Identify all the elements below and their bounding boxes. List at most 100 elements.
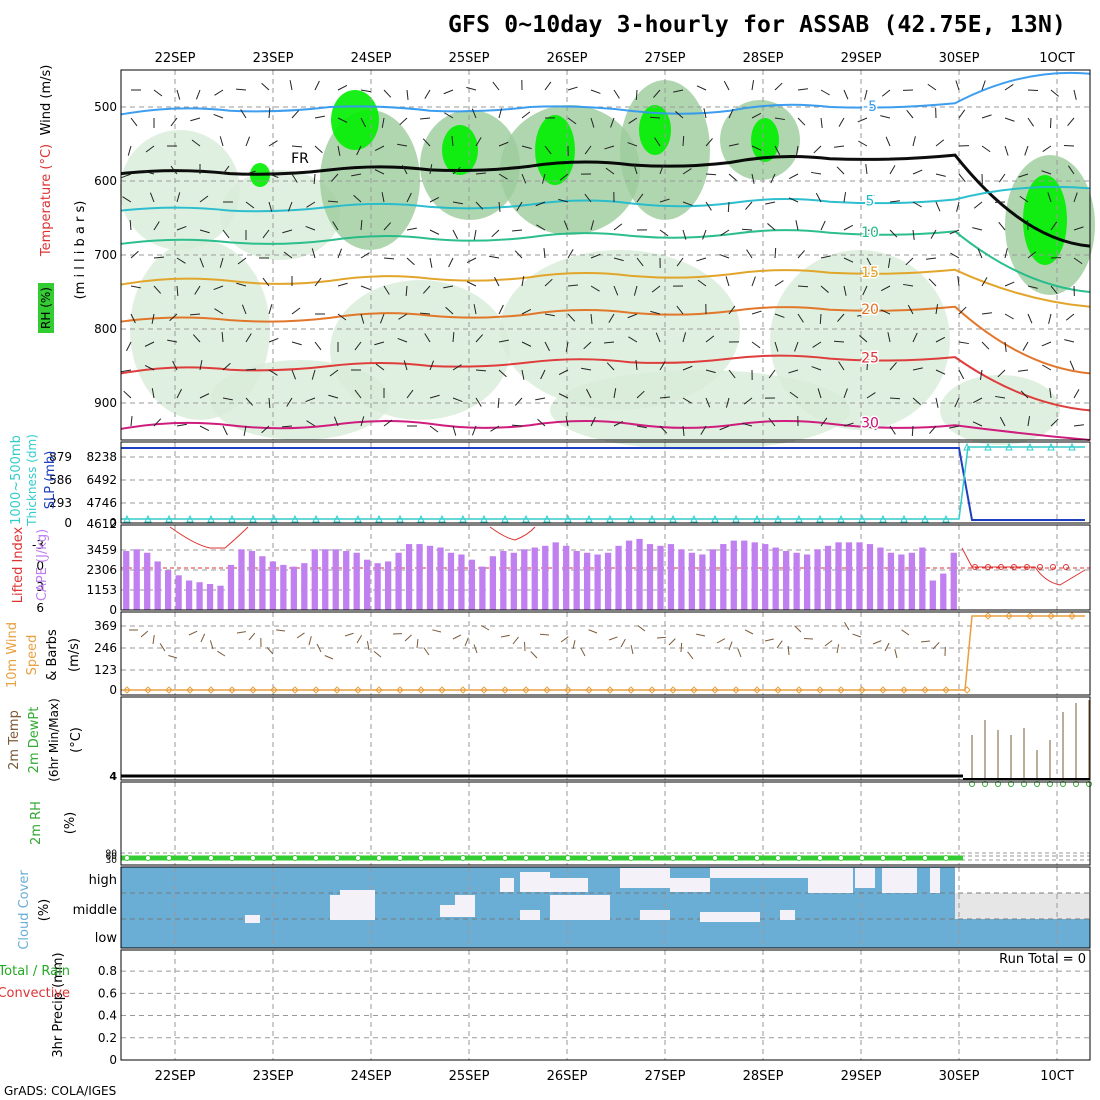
wind-barb [912, 201, 922, 208]
wind-barb-10m [836, 644, 840, 654]
wind-barb [129, 219, 132, 231]
thickness-marker [711, 514, 719, 523]
rh2m-marker [691, 855, 697, 861]
wind-barb [406, 227, 417, 231]
wind-barb-10m [356, 635, 363, 644]
wind-barb [121, 173, 132, 179]
thickness-marker [816, 514, 824, 523]
wind-barb [243, 425, 247, 436]
isotherm-label-15: 15 [861, 265, 879, 281]
date-label-bottom: 10CT [1040, 1069, 1074, 1084]
precip-tick-label: 0.6 [98, 986, 117, 1000]
wind-tick-label: 369 [94, 619, 117, 633]
wind-barb [981, 277, 988, 287]
wind-barb [305, 397, 316, 403]
wind-barb [327, 200, 339, 203]
wind-barb [981, 114, 992, 119]
panel-frame-cloud [120, 866, 1091, 949]
wind-barb [397, 337, 408, 343]
wind-barb [719, 425, 730, 431]
wind-barb [466, 86, 477, 91]
cape-bar [206, 583, 214, 610]
wind-barb [889, 200, 900, 203]
wind-barb-10m [764, 638, 774, 642]
wind-barb [935, 201, 941, 212]
wind-barb [1004, 281, 1015, 287]
date-label-bottom: 25SEP [449, 1069, 490, 1084]
rh2m-marker [376, 855, 382, 861]
wind-barb [811, 366, 822, 371]
wind-barb [213, 285, 224, 291]
wind-barb [544, 313, 555, 317]
wind-barb [466, 257, 477, 263]
wind-barb [558, 198, 569, 203]
wind-barb [1022, 341, 1029, 351]
wind-barb [728, 108, 734, 119]
wind-barb [949, 425, 960, 429]
thickness-marker [1005, 442, 1013, 451]
wind-barb [613, 89, 620, 99]
wind-barb [222, 229, 230, 239]
rh2m-marker [775, 855, 781, 861]
cape-bar [364, 559, 371, 610]
cape-bar [280, 564, 287, 610]
wind-barb [705, 369, 716, 374]
thickness-marker [501, 514, 509, 523]
isotherm-label-FR: FR [291, 151, 309, 167]
wind-barb [282, 229, 293, 234]
wind-barb [514, 250, 523, 259]
wind-barb [475, 172, 486, 175]
wind-barb [422, 138, 431, 147]
wind-speed-marker [144, 686, 152, 694]
cape-bar [866, 544, 874, 610]
wind-barb [751, 80, 755, 91]
date-label-top: 25SEP [449, 51, 490, 66]
wind-barb [725, 397, 730, 408]
wind-barb [559, 173, 569, 181]
wind-barb [498, 304, 504, 315]
temp2m-tick-label: 4 [109, 770, 117, 783]
thickness-marker [585, 514, 593, 523]
date-label-top: 26SEP [547, 51, 588, 66]
cloud-low-late [955, 919, 1090, 948]
wind-barb [313, 173, 316, 185]
wind-barb [889, 425, 896, 435]
wind-speed-marker [753, 686, 761, 694]
wind-barb [405, 285, 408, 297]
wind-barb [605, 167, 615, 175]
date-label-bottom: 30SEP [939, 1069, 980, 1084]
wind-barb [889, 397, 901, 400]
wind-speed-marker [291, 686, 299, 694]
wind-barb [172, 360, 178, 371]
wind-barb [820, 255, 831, 259]
cloud-clear-mid [955, 893, 1090, 919]
wind-barb-10m [794, 625, 802, 633]
wind-barb [887, 332, 891, 343]
wind-barb [857, 313, 868, 317]
wind-barb [995, 395, 1006, 399]
wind-speed-marker [900, 686, 908, 694]
wind-barb [889, 229, 898, 238]
wind-barb [151, 388, 155, 399]
wind-barb [774, 82, 783, 91]
wind-speed-marker [228, 686, 236, 694]
thickness-marker [963, 442, 971, 451]
wind-barb [820, 117, 823, 128]
cloud-level-label-low: low [95, 931, 118, 946]
thickness-marker [144, 514, 152, 523]
wind-barb [261, 82, 270, 91]
wind-barb [567, 284, 578, 287]
wind-barb [245, 136, 251, 147]
wind-barb [1027, 313, 1033, 324]
wind-barb [977, 248, 983, 259]
wind-barb [815, 192, 822, 203]
temp2m-unit-label: (°C) [69, 727, 84, 753]
rh-max-shade [751, 118, 779, 162]
wind-barb [1073, 89, 1077, 100]
thickness-marker [1047, 442, 1055, 451]
wind-barb-10m [560, 636, 569, 643]
wind-speed-marker [606, 686, 614, 694]
rh2m-marker [439, 855, 445, 861]
slp-tick-label: 586 [49, 473, 72, 487]
rh2m-marker [145, 855, 151, 861]
